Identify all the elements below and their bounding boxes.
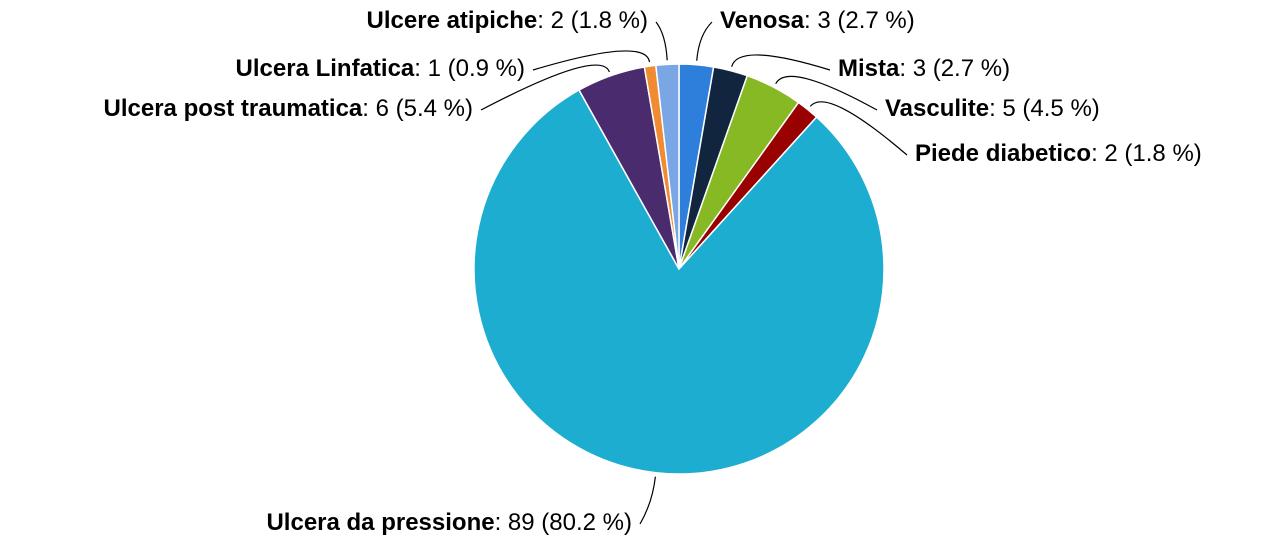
pie-slice <box>655 63 680 270</box>
value-label: 2 (1.8 %) <box>551 7 648 34</box>
separator: : <box>495 509 508 536</box>
leader-line <box>480 64 610 111</box>
category-name: Ulcera Linfatica <box>236 55 415 82</box>
separator: : <box>537 7 550 34</box>
separator: : <box>804 7 817 34</box>
pie-slice <box>473 89 885 475</box>
separator: : <box>362 95 375 122</box>
slice-label: Ulcera post traumatica: 6 (5.4 %) <box>104 95 473 122</box>
leader-line <box>655 21 668 61</box>
category-name: Piede diabetico <box>915 140 1091 167</box>
separator: : <box>989 95 1002 122</box>
leader-line <box>731 54 831 71</box>
value-label: 1 (0.9 %) <box>428 55 525 82</box>
value-label: 5 (4.5 %) <box>1002 95 1099 122</box>
value-label: 2 (1.8 %) <box>1104 140 1201 167</box>
category-name: Ulcere atipiche <box>367 7 538 34</box>
category-name: Vasculite <box>885 95 989 122</box>
leader-line <box>775 75 878 111</box>
separator: : <box>1091 140 1104 167</box>
slice-label: Mista: 3 (2.7 %) <box>838 55 1010 82</box>
category-name: Venosa <box>720 7 805 34</box>
value-label: 89 (80.2 %) <box>508 509 632 536</box>
separator: : <box>899 55 912 82</box>
slice-label: Ulcere atipiche: 2 (1.8 %) <box>367 7 648 34</box>
leader-line <box>696 21 713 61</box>
category-name: Ulcera post traumatica <box>104 95 363 122</box>
slice-label: Ulcera Linfatica: 1 (0.9 %) <box>236 55 525 82</box>
slice-label: Venosa: 3 (2.7 %) <box>720 7 915 34</box>
category-name: Ulcera da pressione <box>266 509 494 536</box>
leader-line <box>532 50 651 71</box>
value-label: 3 (2.7 %) <box>913 55 1010 82</box>
leader-line <box>809 101 908 156</box>
value-label: 6 (5.4 %) <box>376 95 473 122</box>
separator: : <box>414 55 427 82</box>
leader-line <box>639 476 656 525</box>
slice-label: Piede diabetico: 2 (1.8 %) <box>915 140 1202 167</box>
slice-label: Ulcera da pressione: 89 (80.2 %) <box>266 509 632 536</box>
category-name: Mista <box>838 55 900 82</box>
value-label: 3 (2.7 %) <box>817 7 914 34</box>
slice-label: Vasculite: 5 (4.5 %) <box>885 95 1100 122</box>
